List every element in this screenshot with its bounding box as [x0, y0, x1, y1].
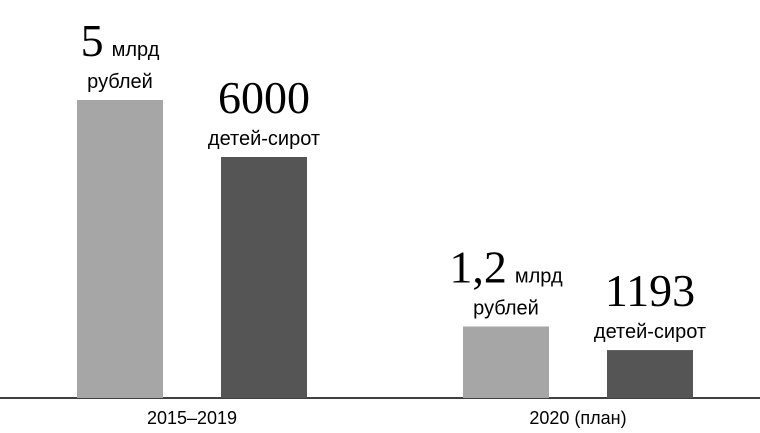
value-number: 6000 — [218, 72, 310, 123]
value-number: 5 — [81, 15, 104, 66]
x-tick-label: 2015–2019 — [147, 408, 237, 428]
x-tick-label: 2020 (план) — [529, 408, 626, 428]
unit-label: детей-сирот — [208, 128, 320, 150]
value-label: 1,2 млрд — [449, 241, 563, 292]
value-label: 5 млрд — [81, 15, 160, 66]
value-unit: млрд — [515, 265, 563, 287]
value-label: 1193 — [605, 265, 695, 316]
value-unit: млрд — [112, 39, 160, 61]
value-number: 1,2 — [449, 241, 507, 292]
value-number: 1193 — [605, 265, 695, 316]
bar — [607, 350, 693, 398]
bar — [221, 157, 307, 398]
unit-label: рублей — [473, 297, 539, 319]
bar — [77, 100, 163, 398]
value-label: 6000 — [218, 72, 310, 123]
unit-label: рублей — [87, 71, 153, 93]
bar — [463, 326, 549, 398]
unit-label: детей-сирот — [594, 321, 706, 343]
